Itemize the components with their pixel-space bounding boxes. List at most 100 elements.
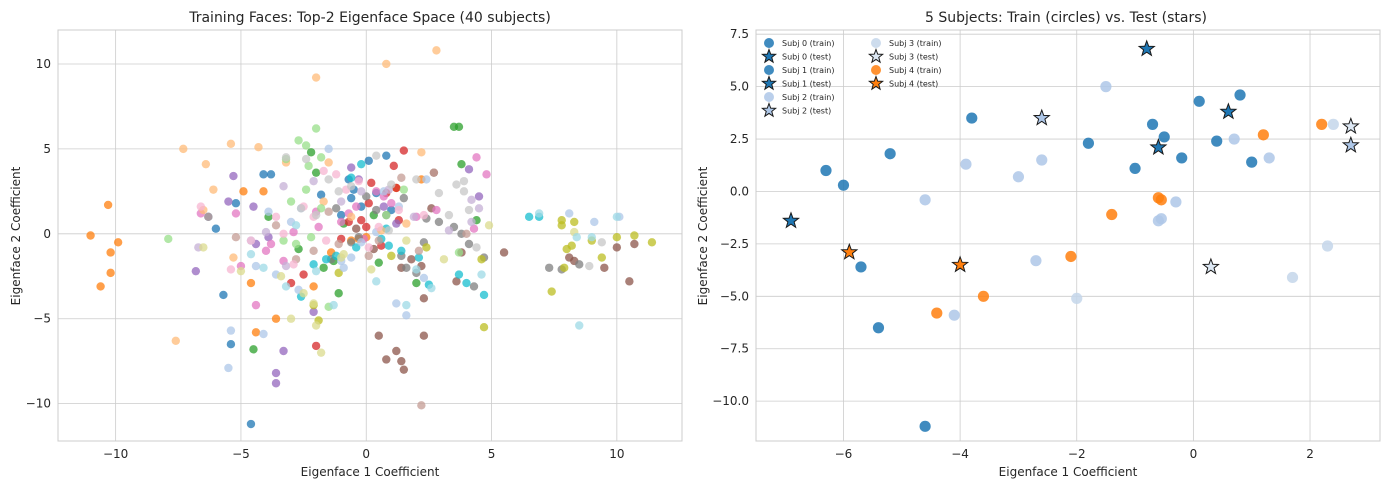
training-point: [472, 153, 481, 162]
training-point: [590, 217, 599, 227]
training-point: [402, 311, 411, 320]
training-point: [565, 209, 574, 218]
x-tick-label: 2: [1306, 447, 1314, 461]
training-point: [246, 236, 256, 245]
training-point: [499, 248, 509, 257]
training-point: [271, 221, 281, 230]
train-circle-point: [855, 261, 867, 273]
training-point: [382, 151, 391, 160]
training-point: [439, 255, 449, 264]
training-point: [299, 270, 308, 279]
training-point: [331, 170, 341, 179]
training-point: [316, 204, 326, 213]
training-point: [276, 272, 286, 281]
test-star-point: [1137, 39, 1156, 57]
training-point: [226, 339, 236, 349]
training-point: [382, 210, 391, 220]
training-point: [379, 202, 388, 211]
training-point: [419, 273, 429, 283]
training-point: [612, 232, 622, 242]
training-point: [392, 346, 401, 356]
training-point: [397, 246, 406, 255]
training-point: [459, 187, 469, 196]
training-point: [434, 217, 444, 227]
train-circle-point: [1327, 118, 1339, 130]
legend: Subj 0 (train) Subj 0 (test) Subj 1 (train…: [760, 38, 942, 118]
training-point: [311, 321, 321, 330]
training-point: [324, 175, 333, 184]
training-point: [454, 248, 464, 257]
training-point: [347, 212, 356, 222]
train-circle-point: [1155, 213, 1167, 225]
training-point: [311, 168, 321, 177]
training-point: [336, 197, 346, 206]
training-point: [467, 217, 476, 227]
legend-entry-label: Subj 3 (train): [889, 39, 942, 48]
y-tick-label: 10: [36, 57, 51, 71]
tick-labels: −6 −4 −2 0 2 −10.0 −7.5 −5.0 −2.5 0.0 2.5 5.0 7.5: [712, 27, 1314, 461]
training-point: [279, 346, 288, 356]
training-point: [462, 278, 471, 288]
training-point: [364, 251, 373, 261]
training-point: [412, 265, 421, 274]
training-point: [103, 200, 113, 210]
training-point: [419, 210, 429, 220]
train-circle-point: [1193, 95, 1205, 107]
y-tick-label: 0.0: [730, 184, 749, 198]
training-point: [334, 239, 343, 249]
training-point: [279, 182, 288, 191]
training-point: [251, 328, 261, 337]
train-circle-point: [1321, 240, 1334, 252]
training-point: [231, 232, 241, 242]
training-point: [304, 161, 313, 171]
training-point: [412, 278, 421, 288]
training-point: [469, 224, 479, 233]
training-point: [271, 314, 281, 323]
train-circle-point: [1129, 162, 1141, 174]
training-point: [251, 300, 261, 310]
training-point: [384, 241, 393, 250]
training-point: [266, 239, 276, 249]
training-point: [281, 282, 291, 291]
train-circle-point: [820, 164, 832, 177]
training-point: [291, 239, 301, 249]
training-point: [364, 156, 373, 165]
training-point: [647, 238, 657, 247]
points: [781, 39, 1360, 432]
training-point: [387, 251, 396, 261]
legend-marker-star: [760, 75, 778, 91]
train-circle-point: [1246, 156, 1258, 168]
training-point: [347, 163, 356, 172]
training-point: [259, 329, 268, 339]
training-point: [364, 199, 373, 208]
legend-entry-label: Subj 4 (test): [889, 80, 938, 89]
train-circle-point: [919, 420, 931, 432]
training-point: [367, 178, 376, 188]
x-axis-label: Eigenface 1 Coefficient: [301, 465, 440, 479]
legend-marker-circle: [871, 65, 881, 75]
test-star-point: [1341, 135, 1360, 153]
training-point: [422, 175, 431, 184]
training-point: [219, 290, 228, 300]
training-point: [484, 221, 494, 230]
training-point: [324, 207, 333, 216]
training-point: [196, 202, 206, 211]
training-point: [469, 282, 479, 291]
train-circle-point: [1036, 154, 1048, 166]
training-point: [296, 204, 306, 213]
training-point: [417, 148, 426, 157]
training-point: [289, 227, 298, 237]
training-point: [106, 268, 115, 278]
y-tick-label: 0: [43, 227, 51, 241]
training-point: [236, 266, 246, 276]
training-point: [374, 258, 383, 267]
train-circle-point: [960, 158, 972, 170]
training-point: [316, 348, 326, 357]
training-point: [324, 144, 333, 154]
training-point: [399, 365, 409, 374]
training-point: [429, 168, 439, 177]
legend-marker-circle: [764, 38, 774, 48]
train-circle-point: [977, 290, 990, 302]
training-point: [612, 212, 622, 222]
